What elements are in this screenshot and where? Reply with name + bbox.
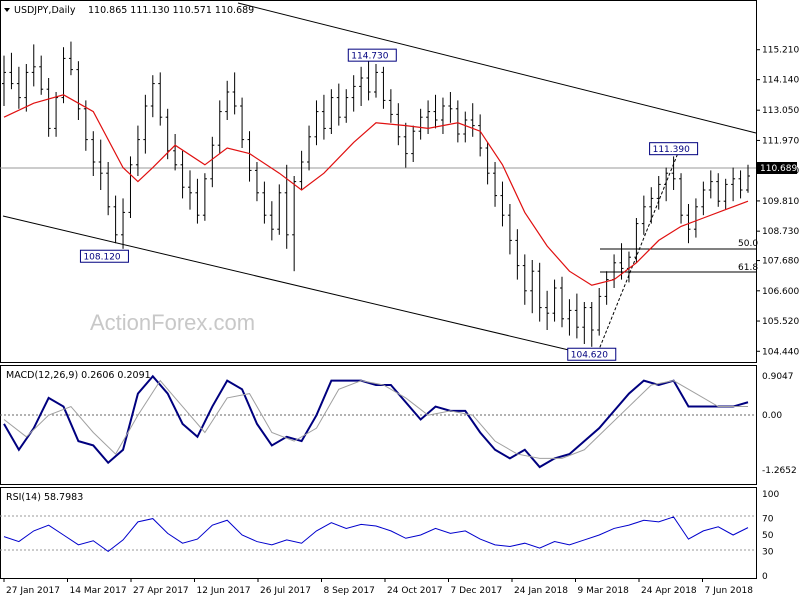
price-label-box xyxy=(347,48,397,62)
rsi-line xyxy=(3,516,749,553)
macd-title: MACD(12,26,9) 0.2606 0.2091 xyxy=(6,370,151,381)
x-tick-label: 7 Dec 2017 xyxy=(451,586,503,596)
price-y-tick-label: 109.810 xyxy=(762,197,799,207)
fib-50-label: 50.0 xyxy=(738,239,758,249)
channel-upper-line xyxy=(237,2,757,134)
price-label-text: 114.730 xyxy=(351,52,388,62)
watermark-text: ActionForex.com xyxy=(90,310,255,335)
x-tick-label: 24 Oct 2017 xyxy=(387,586,443,596)
rsi-lines-group xyxy=(3,516,749,553)
macd-y-axis: 0.9047 0.00 -1.2652 xyxy=(762,372,797,476)
ohlc-readout: 110.865 111.130 110.571 110.689 xyxy=(88,5,254,16)
price-y-tick-label: 111.970 xyxy=(762,136,799,146)
price-y-tick-label: 113.050 xyxy=(762,106,799,116)
macd-macd-line xyxy=(3,374,749,469)
macd-lines-group xyxy=(3,374,749,469)
triangle-down-icon[interactable] xyxy=(4,8,10,12)
channel-lower-line xyxy=(2,215,591,356)
price-label-text: 111.390 xyxy=(653,145,690,155)
fib-618-label: 61.8 xyxy=(738,263,758,273)
x-tick-label: 8 Sep 2017 xyxy=(324,586,375,596)
rsi-y-tick-label: 70 xyxy=(762,515,774,525)
current-price-tag xyxy=(757,162,797,174)
trend-dashed-line xyxy=(597,147,681,353)
price-y-tick-label: 104.440 xyxy=(762,347,799,357)
rsi-y-axis: 100 70 50 30 0 xyxy=(762,490,779,582)
x-tick-label: 12 Jun 2017 xyxy=(197,586,251,596)
price-y-tick-label: 114.140 xyxy=(762,76,799,86)
price-annotations-group: 114.730 108.120 104.620 111.390 xyxy=(79,48,699,361)
current-price-label: 110.689 xyxy=(760,164,797,174)
x-tick-label: 24 Jan 2018 xyxy=(514,586,568,596)
x-tick-label: 9 Mar 2018 xyxy=(578,586,630,596)
rsi-panel-frame xyxy=(0,487,757,579)
rsi-y-tick-label: 100 xyxy=(762,490,779,500)
moving-average-group xyxy=(3,94,749,286)
price-label-text: 104.620 xyxy=(571,351,608,361)
x-tick-label: 26 Jul 2017 xyxy=(260,586,311,596)
x-tick-label: 27 Apr 2017 xyxy=(133,586,189,596)
rsi-title: RSI(14) 58.7983 xyxy=(6,492,83,503)
macd-y-tick-label: 0.9047 xyxy=(762,372,794,382)
x-tick-label: 27 Jan 2017 xyxy=(6,586,60,596)
moving-average-line xyxy=(3,94,749,286)
x-tick-label: 24 Apr 2018 xyxy=(641,586,697,596)
rsi-y-tick-label: 30 xyxy=(762,547,774,557)
price-y-tick-label: 106.600 xyxy=(762,287,799,297)
price-y-tick-label: 105.520 xyxy=(762,317,799,327)
x-tick-label: 14 Mar 2017 xyxy=(70,586,127,596)
macd-signal-line xyxy=(3,379,748,459)
price-label-text: 108.120 xyxy=(83,253,120,263)
x-axis: 27 Jan 2017 14 Mar 2017 27 Apr 2017 12 Jun … xyxy=(3,578,754,596)
macd-y-tick-label: -1.2652 xyxy=(762,466,797,476)
rsi-y-tick-label: 50 xyxy=(762,531,774,541)
price-y-tick-label: 107.680 xyxy=(762,257,799,267)
price-label-box xyxy=(567,347,617,361)
price-label-box xyxy=(79,249,129,263)
x-tick-label: 7 Jun 2018 xyxy=(705,586,754,596)
macd-panel-frame xyxy=(0,365,757,485)
macd-y-tick-label: 0.00 xyxy=(762,411,782,421)
price-y-axis: 115.210114.140113.050111.970110.890109.8… xyxy=(756,46,799,357)
price-y-tick-label: 108.730 xyxy=(762,227,799,237)
price-label-box xyxy=(649,142,699,156)
symbol-label: USDJPY,Daily xyxy=(14,5,76,16)
price-y-tick-label: 115.210 xyxy=(762,46,799,56)
rsi-y-tick-label: 0 xyxy=(762,572,768,582)
price-bars-group xyxy=(2,41,750,347)
